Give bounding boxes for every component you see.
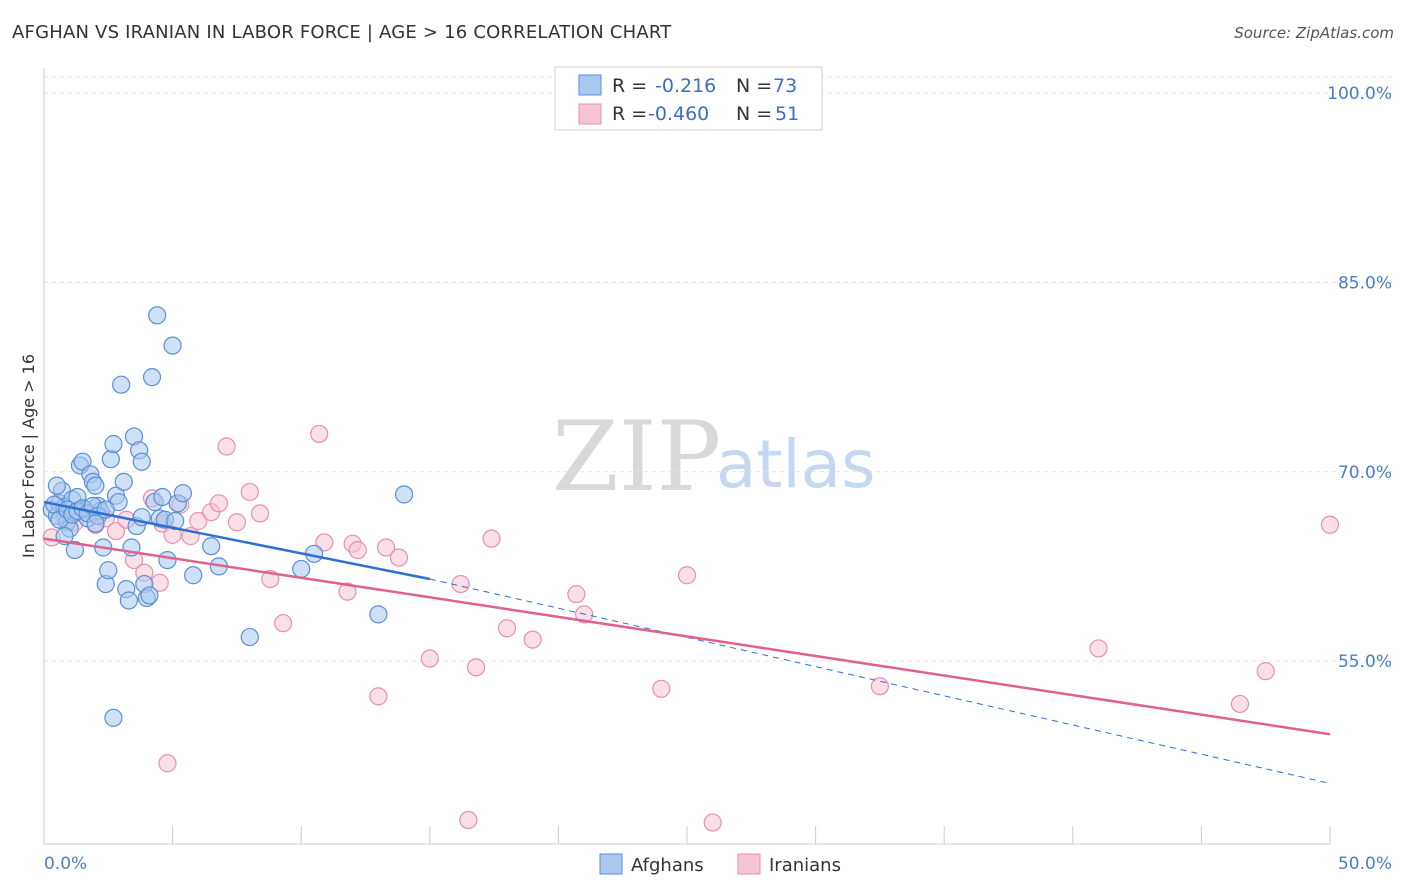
iranians-point xyxy=(703,813,722,832)
afghans-point xyxy=(369,605,388,624)
afghans-point xyxy=(119,591,138,610)
iranians-point xyxy=(652,679,671,698)
afghans-point xyxy=(132,452,151,471)
legend-n-value-afghans: 73 xyxy=(773,75,797,97)
afghans-point xyxy=(65,540,84,560)
afghans-point xyxy=(163,336,182,355)
afghans-point xyxy=(112,375,131,394)
watermark-atlas: atlas xyxy=(716,426,876,503)
iranians-point xyxy=(482,529,501,548)
gridlines xyxy=(44,76,1392,662)
bottom-legend-label-afghans: Afghans xyxy=(631,855,704,876)
iranians-point xyxy=(466,658,486,677)
afghans-point xyxy=(104,434,123,454)
afghans-point xyxy=(173,484,192,503)
iranians-point xyxy=(677,566,697,585)
afghans-point xyxy=(153,487,172,507)
afghans-point xyxy=(86,514,105,533)
afghans-point xyxy=(394,485,414,504)
afghans-point xyxy=(101,450,120,469)
iranians-point xyxy=(310,424,329,444)
afghans-point xyxy=(99,561,118,580)
bottom-legend-swatch-afghans xyxy=(599,853,623,875)
iranians-point xyxy=(369,687,388,706)
y-tick-label: 85.0% xyxy=(1338,274,1392,294)
iranians-point xyxy=(420,649,439,668)
source-label: Source: ZipAtlas.com xyxy=(1234,24,1394,42)
legend-swatch-iranians xyxy=(578,103,602,125)
iranians-point xyxy=(227,513,246,532)
bottom-legend-swatch-iranians xyxy=(737,853,761,875)
iranians-point xyxy=(250,504,270,523)
iranians-point xyxy=(459,810,478,830)
legend-n-label-2: N = xyxy=(736,103,772,125)
iranians-point xyxy=(240,482,259,502)
afghans-point xyxy=(240,627,259,647)
afghans-point xyxy=(142,368,162,387)
iranians-point xyxy=(567,585,586,604)
iranians-point xyxy=(338,582,357,601)
iranians-point xyxy=(523,630,542,649)
afghans-point xyxy=(148,306,167,325)
iranians-trend-line xyxy=(43,537,1331,736)
x-ticks xyxy=(43,826,1331,844)
afghans-point xyxy=(104,708,123,727)
iranians-point xyxy=(451,574,470,594)
afghans-points xyxy=(42,306,414,727)
trend-lines xyxy=(43,500,1331,784)
legend-swatch-afghans xyxy=(578,74,602,96)
iranians-point xyxy=(1320,515,1340,534)
chart-title: AFGHAN VS IRANIAN IN LABOR FORCE | AGE >… xyxy=(12,22,672,43)
iranians-point xyxy=(497,619,517,638)
afghans-point xyxy=(292,559,311,579)
y-tick-label: 100.0% xyxy=(1327,84,1392,104)
watermark: ZIP atlas xyxy=(552,401,876,513)
iranians-point xyxy=(1089,639,1108,658)
iranians-point xyxy=(315,533,334,552)
afghans-point xyxy=(114,472,133,491)
y-tick-labels: 55.0% 70.0% 85.0% 100.0% xyxy=(1327,84,1392,672)
iranians-point xyxy=(217,437,236,456)
iranians-point xyxy=(158,754,177,773)
afghans-point xyxy=(86,476,105,495)
bottom-legend: Afghans Iranians xyxy=(599,853,841,876)
y-tick-label: 55.0% xyxy=(1338,652,1392,672)
iranians-point xyxy=(209,494,228,513)
bottom-legend-label-iranians: Iranians xyxy=(769,855,841,876)
afghans-point xyxy=(184,566,203,585)
afghans-point xyxy=(140,586,159,605)
legend-r-value-iranians: -0.460 xyxy=(648,103,709,125)
afghans-point xyxy=(47,476,66,495)
legend-r-label-1: R = xyxy=(612,75,647,97)
y-axis-label: In Labor Force | Age > 16 xyxy=(19,354,38,558)
iranians-point xyxy=(189,511,208,531)
iranians-point xyxy=(106,521,126,541)
afghans-point xyxy=(202,537,221,556)
legend-n-label-1: N = xyxy=(736,75,772,97)
legend-r-value-afghans: -0.216 xyxy=(655,75,716,97)
legend-n-value-iranians: 51 xyxy=(775,103,799,125)
iranians-point xyxy=(376,538,396,557)
afghans-point xyxy=(158,550,177,570)
afghans-trend-line xyxy=(43,500,431,581)
watermark-zip: ZIP xyxy=(552,401,721,513)
legend-r-label-2: R = xyxy=(612,103,647,125)
legend: R = -0.216 N = 73 R = -0.460 N = 51 xyxy=(554,66,823,131)
iranians-point xyxy=(274,614,293,633)
iranians-point xyxy=(348,540,367,560)
y-tick-label: 70.0% xyxy=(1338,463,1392,483)
iranians-point xyxy=(1230,694,1250,714)
iranians-point xyxy=(389,548,409,567)
iranians-point xyxy=(1256,662,1275,681)
x-tick-label-min: 0.0% xyxy=(44,854,87,874)
x-tick-label-max: 50.0% xyxy=(1338,854,1392,874)
